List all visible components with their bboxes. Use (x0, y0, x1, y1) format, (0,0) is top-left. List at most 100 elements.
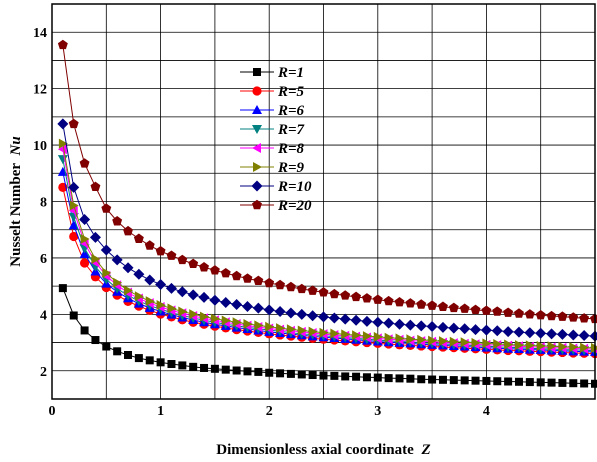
series-r-8 (57, 144, 597, 354)
data-point (68, 118, 79, 129)
data-point (242, 273, 253, 283)
data-point (200, 363, 209, 372)
data-point (426, 320, 438, 332)
data-point (220, 267, 231, 278)
data-point (210, 313, 220, 324)
data-point (220, 297, 232, 309)
y-axis-title: Nusselt Number Nu (8, 136, 24, 266)
data-point (198, 291, 210, 303)
data-point (330, 371, 339, 380)
data-point (437, 321, 449, 333)
data-point (90, 181, 101, 192)
legend-label: R=7 (277, 122, 305, 138)
data-point (265, 368, 274, 377)
legend-marker (251, 180, 263, 192)
data-point (504, 377, 513, 386)
data-point (558, 341, 568, 352)
data-point (482, 376, 491, 385)
data-point (383, 295, 394, 306)
data-point (482, 338, 492, 349)
data-point (535, 310, 546, 320)
grid-lines (52, 4, 595, 399)
data-point (395, 333, 405, 344)
data-point (133, 233, 144, 243)
data-point (144, 240, 155, 250)
legend-label: R=10 (277, 179, 312, 195)
y-axis-title-text: Nusselt Number (8, 163, 24, 267)
legend-marker (252, 199, 262, 210)
data-point (252, 302, 264, 314)
y-tick-labels: 2 4 6 8 10 12 14 (33, 26, 47, 380)
data-point (372, 294, 383, 304)
data-point (514, 377, 523, 386)
data-point (80, 326, 89, 335)
data-point (395, 374, 404, 383)
x-axis-title: Dimensionless axial coordinate Z (216, 442, 430, 458)
data-point (514, 340, 524, 351)
x-axis-title-variable: Z (421, 442, 431, 458)
data-point (524, 327, 536, 339)
data-point (384, 332, 394, 343)
data-point (189, 362, 198, 371)
data-point (133, 268, 145, 280)
data-point (459, 323, 471, 335)
series-r-20 (57, 39, 597, 324)
data-point (373, 373, 382, 382)
data-point (243, 367, 252, 376)
data-point (79, 214, 91, 226)
data-point (449, 376, 458, 385)
data-point (199, 262, 209, 272)
data-point (383, 317, 395, 329)
data-point (79, 248, 90, 258)
data-point (362, 331, 372, 342)
data-point (156, 300, 166, 311)
data-point (123, 225, 133, 236)
data-point (296, 308, 308, 320)
data-point (167, 303, 177, 314)
data-point (535, 327, 547, 339)
data-point (275, 279, 286, 290)
data-point (274, 306, 286, 318)
data-point (580, 342, 590, 353)
data-point (254, 367, 263, 376)
data-point (502, 326, 514, 338)
series-r-7 (57, 155, 597, 356)
data-point (547, 341, 557, 352)
data-point (460, 337, 470, 348)
data-point (394, 297, 405, 307)
legend-label: R=8 (277, 141, 305, 157)
data-point (167, 360, 176, 369)
data-point (328, 312, 340, 324)
data-point (221, 365, 230, 374)
data-point (307, 310, 319, 322)
data-point (569, 342, 579, 353)
data-point (372, 316, 384, 328)
data-point (514, 308, 524, 318)
data-point (69, 200, 79, 211)
x-tick-label: 4 (483, 404, 490, 419)
data-point (417, 375, 426, 384)
data-point (276, 369, 285, 378)
data-point (580, 379, 589, 388)
data-point (112, 216, 123, 226)
data-point (200, 311, 210, 322)
data-point (307, 285, 318, 295)
data-point (134, 354, 143, 363)
data-point (492, 306, 503, 316)
data-point (350, 314, 362, 326)
data-point (57, 118, 69, 130)
data-point (178, 361, 187, 370)
data-point (406, 334, 416, 345)
data-point (91, 254, 101, 265)
data-point (362, 373, 371, 382)
data-point (491, 325, 503, 337)
legend-marker (253, 68, 261, 76)
data-point (471, 376, 480, 385)
data-point (286, 324, 296, 335)
data-point (264, 277, 275, 288)
data-point (579, 313, 590, 323)
data-point (547, 378, 556, 387)
data-point (404, 319, 416, 331)
data-point (91, 336, 100, 345)
